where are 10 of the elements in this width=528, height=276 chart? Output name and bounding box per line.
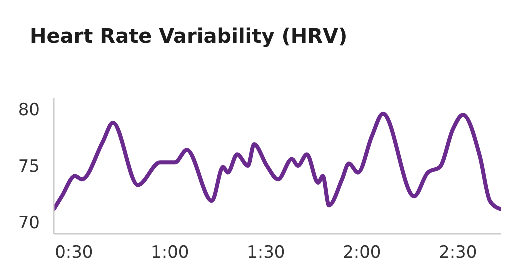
chart-title: Heart Rate Variability (HRV) [30,24,348,48]
x-tick-label: 1:30 [247,243,286,264]
y-tick-label: 70 [18,214,40,234]
x-tick-label: 2:00 [343,243,382,264]
x-tick-label: 1:00 [151,243,190,264]
x-tick-label: 0:30 [55,243,94,264]
x-tick-label: 2:30 [439,243,478,264]
y-tick-label: 75 [18,157,40,178]
y-tick-label: 80 [18,100,40,120]
line-series [54,112,501,212]
